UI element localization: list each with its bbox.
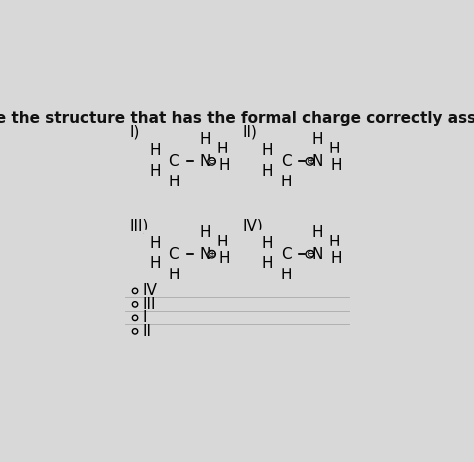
Text: ⊕: ⊕ bbox=[208, 249, 216, 259]
Text: H: H bbox=[219, 251, 230, 266]
Circle shape bbox=[208, 158, 215, 165]
Text: H: H bbox=[311, 132, 323, 147]
Circle shape bbox=[306, 250, 314, 258]
Text: H: H bbox=[200, 132, 211, 147]
Text: IV): IV) bbox=[243, 219, 264, 234]
Text: C: C bbox=[281, 154, 292, 169]
Text: N: N bbox=[200, 154, 211, 169]
Text: III: III bbox=[143, 297, 156, 312]
Text: II): II) bbox=[243, 124, 258, 139]
Circle shape bbox=[306, 158, 314, 165]
Text: H: H bbox=[329, 142, 340, 157]
Text: C: C bbox=[169, 247, 179, 261]
Text: H: H bbox=[149, 256, 161, 271]
Text: H: H bbox=[329, 235, 340, 250]
Text: Choose the structure that has the formal charge correctly assigned.: Choose the structure that has the formal… bbox=[0, 111, 474, 126]
Text: H: H bbox=[262, 236, 273, 251]
Text: H: H bbox=[149, 236, 161, 251]
Text: H: H bbox=[168, 267, 180, 282]
Circle shape bbox=[208, 250, 215, 258]
Text: ⊖: ⊖ bbox=[208, 157, 216, 166]
Text: H: H bbox=[219, 158, 230, 173]
Text: N: N bbox=[200, 247, 211, 261]
Text: III): III) bbox=[129, 219, 149, 234]
Text: H: H bbox=[280, 175, 292, 189]
Text: H: H bbox=[262, 143, 273, 158]
Text: N: N bbox=[312, 154, 323, 169]
Text: H: H bbox=[262, 256, 273, 271]
Text: H: H bbox=[217, 142, 228, 157]
Text: H: H bbox=[330, 251, 342, 266]
Text: H: H bbox=[200, 225, 211, 240]
Text: H: H bbox=[149, 143, 161, 158]
Text: C: C bbox=[281, 247, 292, 261]
Text: H: H bbox=[149, 164, 161, 179]
Text: H: H bbox=[330, 158, 342, 173]
Text: H: H bbox=[280, 267, 292, 282]
Text: H: H bbox=[311, 225, 323, 240]
Text: H: H bbox=[217, 235, 228, 250]
Text: I): I) bbox=[129, 124, 140, 139]
Text: II: II bbox=[143, 324, 152, 339]
Text: C: C bbox=[169, 154, 179, 169]
Text: H: H bbox=[262, 164, 273, 179]
Text: ⊕: ⊕ bbox=[306, 157, 314, 166]
Text: H: H bbox=[168, 175, 180, 189]
Text: N: N bbox=[312, 247, 323, 261]
Text: I: I bbox=[143, 310, 147, 325]
Text: ⊖: ⊖ bbox=[306, 249, 314, 259]
Text: IV: IV bbox=[143, 283, 157, 298]
